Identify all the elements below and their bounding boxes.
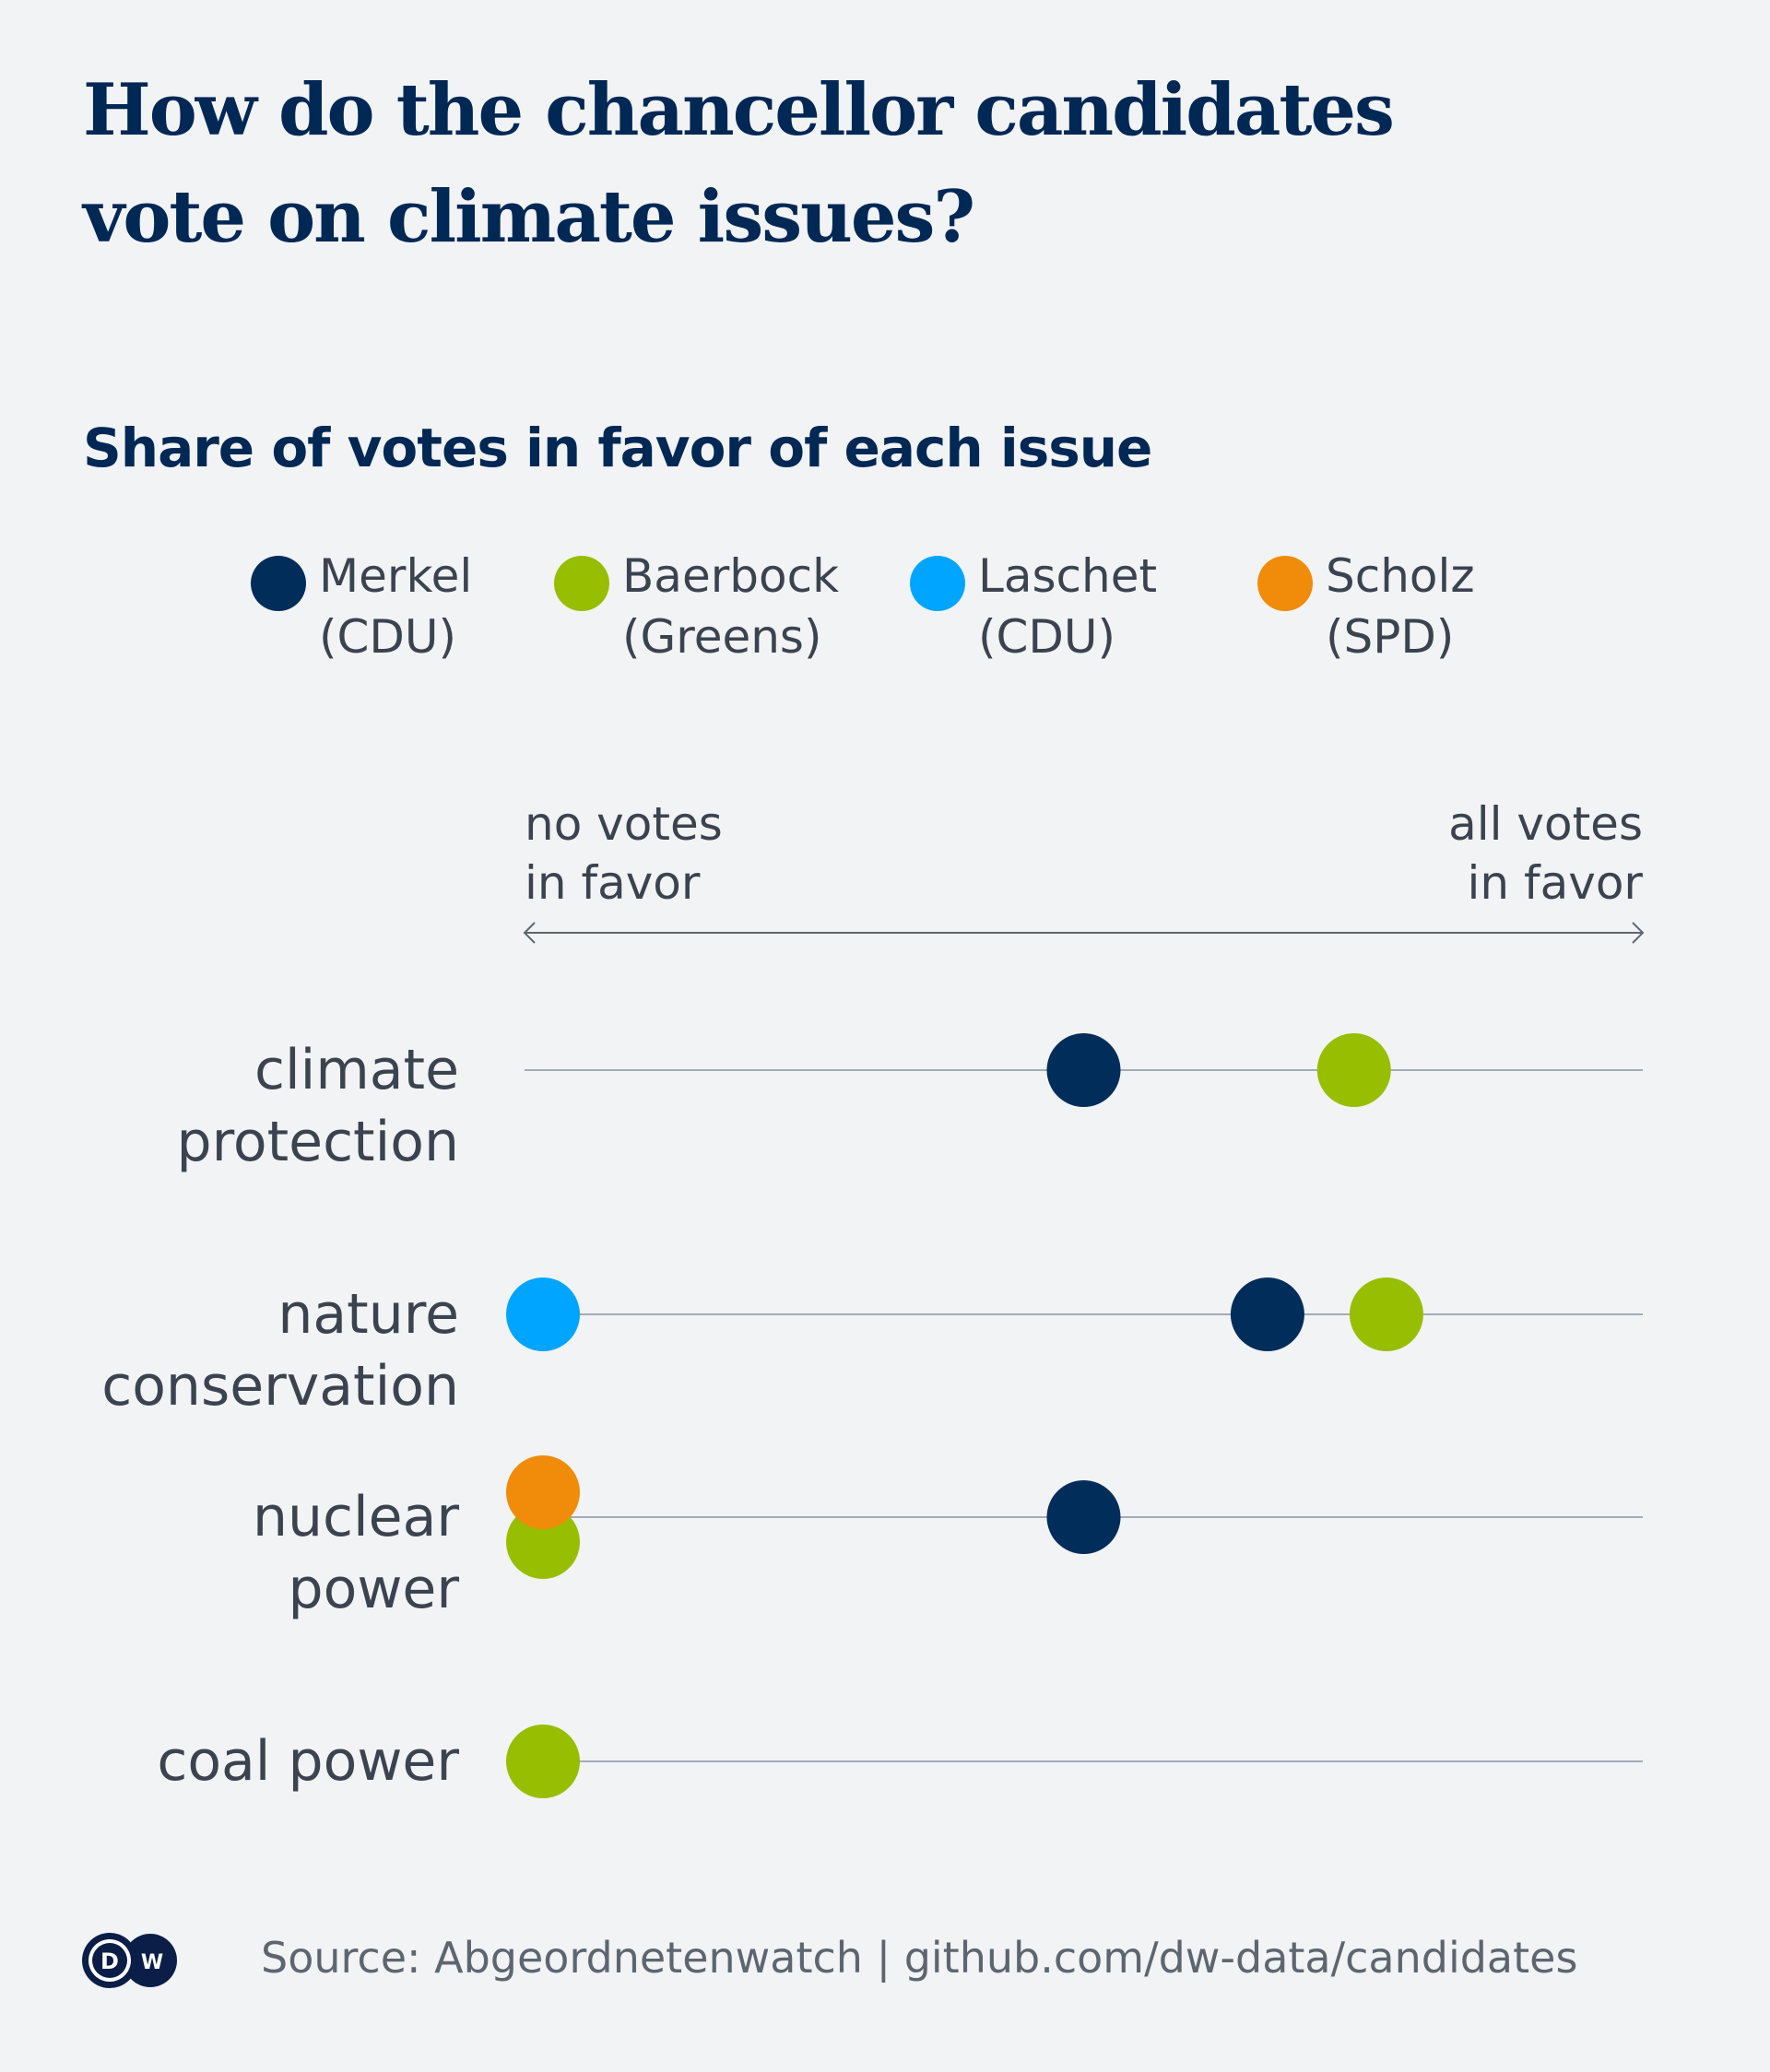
axis-label-max-line-2: in favor — [1467, 856, 1643, 910]
data-point-merkel — [1230, 1277, 1304, 1351]
source-text: Source: Abgeordnetenwatch | github.com/d… — [261, 1933, 1578, 1983]
row-label: climate protection — [176, 1034, 459, 1178]
legend-party: (CDU) — [978, 610, 1116, 664]
row-label-line: climate — [254, 1038, 459, 1102]
legend-party: (Greens) — [622, 610, 822, 664]
arrow-right-icon — [1632, 922, 1645, 944]
axis-label-min-line-1: no votes — [525, 797, 723, 851]
legend-name: Merkel — [319, 549, 473, 603]
legend-dot-icon — [910, 556, 965, 611]
row-label-line: nuclear — [252, 1485, 459, 1549]
data-point-scholz — [506, 1455, 580, 1529]
row-label: nuclear power — [253, 1481, 459, 1625]
title-line-2: vote on climate issues? — [83, 175, 975, 259]
data-point-merkel — [1046, 1033, 1121, 1107]
svg-text:D: D — [100, 1948, 119, 1974]
legend-name: Scholz — [1326, 549, 1475, 603]
data-point-baerbock — [506, 1725, 580, 1798]
row-label: coal power — [157, 1725, 459, 1797]
row-lines — [525, 1069, 1643, 1762]
axis-label-max: all votes in favor — [1448, 795, 1643, 912]
row-label-line: conservation — [101, 1354, 459, 1419]
legend-name: Baerbock — [622, 549, 840, 603]
row-label-line: protection — [176, 1110, 459, 1174]
legend-dot-icon — [554, 556, 609, 611]
row-label-line: nature — [277, 1282, 459, 1347]
svg-text:W: W — [141, 1951, 163, 1974]
data-point-merkel — [1046, 1480, 1121, 1554]
data-points — [506, 1033, 1423, 1798]
data-point-baerbock — [1316, 1033, 1391, 1107]
row-label-line: coal power — [157, 1729, 459, 1794]
arrow-left-icon — [523, 922, 536, 944]
axis-label-min-line-2: in favor — [525, 856, 701, 910]
legend-dot-icon — [1257, 556, 1313, 611]
dw-logo-icon: D W — [82, 1933, 177, 1988]
legend-party: (SPD) — [1326, 610, 1455, 664]
axis-label-max-line-1: all votes — [1448, 797, 1643, 851]
axis-arrow — [523, 922, 1645, 944]
data-point-baerbock — [1349, 1277, 1423, 1351]
axis-label-min: no votes in favor — [525, 795, 723, 912]
legend-dot-icon — [251, 556, 306, 611]
chart-title: How do the chancellor candidates vote on… — [83, 57, 1395, 271]
title-line-1: How do the chancellor candidates — [83, 68, 1395, 152]
chart-subtitle: Share of votes in favor of each issue — [83, 417, 1152, 479]
legend-party: (CDU) — [319, 610, 457, 664]
row-label-line: power — [288, 1557, 459, 1621]
legend-name: Laschet — [978, 549, 1158, 603]
data-point-laschet — [506, 1277, 580, 1351]
row-label: nature conservation — [101, 1278, 459, 1422]
